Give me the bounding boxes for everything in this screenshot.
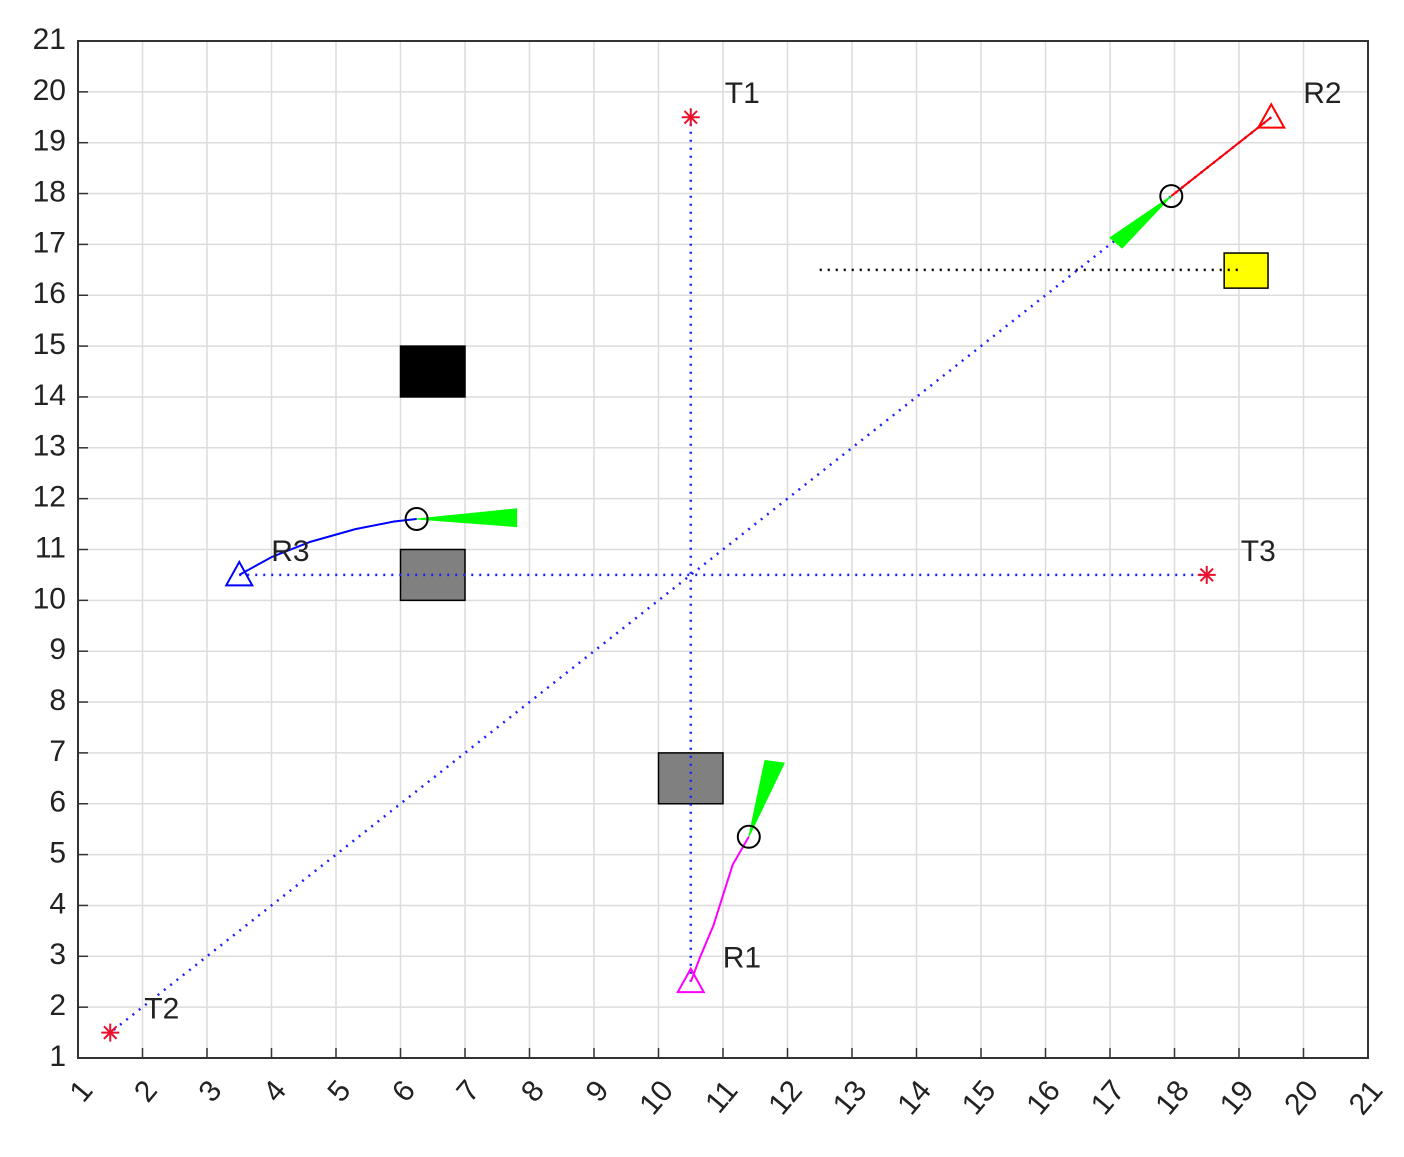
x-tick-label: 13	[827, 1074, 874, 1121]
x-tick-label: 11	[699, 1074, 744, 1119]
x-tick-label: 17	[1085, 1074, 1132, 1121]
y-tick-label: 1	[49, 1040, 66, 1073]
target-stroke	[683, 110, 698, 125]
y-tick-label: 16	[33, 277, 66, 310]
target-label: T3	[1241, 535, 1276, 568]
robot-label: R3	[271, 535, 309, 568]
x-tick-label: 3	[192, 1074, 228, 1108]
x-tick-label: 4	[257, 1074, 293, 1108]
target	[681, 108, 700, 127]
y-tick-label: 17	[33, 226, 66, 259]
target	[101, 1023, 120, 1042]
robot-label: R1	[723, 942, 761, 975]
robot-position	[736, 824, 761, 849]
target-label: T2	[144, 992, 179, 1025]
x-tick-label: 2	[128, 1074, 164, 1108]
x-tick-label: 15	[956, 1074, 1003, 1121]
y-tick-label: 15	[33, 328, 66, 361]
y-tick-label: 7	[49, 735, 66, 768]
y-tick-label: 13	[33, 430, 66, 463]
target-label: T1	[725, 77, 760, 110]
robot-label: R2	[1303, 77, 1341, 110]
y-tick-label: 2	[49, 989, 66, 1022]
robot-position	[1159, 184, 1184, 209]
x-tick-label: 21	[1343, 1074, 1390, 1121]
obstacle	[1223, 252, 1269, 289]
y-tick-label: 12	[33, 481, 66, 514]
x-tick-label: 7	[450, 1074, 486, 1108]
target-stroke	[1199, 567, 1214, 582]
x-tick-label: 20	[1278, 1074, 1325, 1121]
x-tick-label: 16	[1020, 1074, 1067, 1121]
robot-start	[676, 966, 706, 994]
y-tick-label: 6	[49, 786, 66, 819]
y-tick-label: 3	[49, 938, 66, 971]
x-tick-label: 12	[762, 1074, 809, 1121]
x-tick-label: 19	[1214, 1074, 1261, 1121]
sensor-cone	[1109, 195, 1172, 249]
x-tick-label: 6	[386, 1074, 422, 1108]
y-tick-label: 18	[33, 175, 66, 208]
robot-path	[1170, 116, 1272, 197]
y-tick-label: 4	[49, 887, 66, 920]
robot-position	[404, 506, 429, 531]
y-tick-label: 14	[33, 379, 66, 412]
obstacle	[657, 752, 724, 805]
x-tick-label: 14	[891, 1074, 938, 1121]
robot-start	[224, 559, 254, 587]
y-tick-label: 5	[49, 837, 66, 870]
x-tick-label: 18	[1149, 1074, 1196, 1121]
y-tick-label: 11	[35, 531, 66, 564]
y-tick-label: 20	[33, 74, 66, 107]
x-tick-label: 10	[633, 1074, 680, 1121]
route-line	[109, 116, 1273, 1034]
target	[1197, 565, 1216, 584]
y-tick-label: 19	[33, 125, 66, 158]
x-tick-label: 8	[515, 1074, 551, 1108]
y-tick-label: 9	[49, 633, 66, 666]
robot-start	[1256, 102, 1286, 129]
sensor-cone	[748, 759, 786, 838]
target-stroke	[103, 1025, 118, 1040]
y-tick-label: 8	[49, 684, 66, 717]
y-tick-label: 21	[33, 23, 66, 56]
axes-box	[77, 40, 1369, 1059]
x-tick-label: 5	[321, 1074, 357, 1108]
y-tick-label: 10	[33, 582, 66, 615]
sensor-cone	[416, 508, 518, 528]
x-tick-label: 9	[579, 1074, 615, 1108]
robot-path	[238, 517, 417, 576]
obstacle	[399, 345, 466, 398]
robot-path	[689, 836, 750, 983]
x-tick-label: 1	[63, 1074, 99, 1108]
